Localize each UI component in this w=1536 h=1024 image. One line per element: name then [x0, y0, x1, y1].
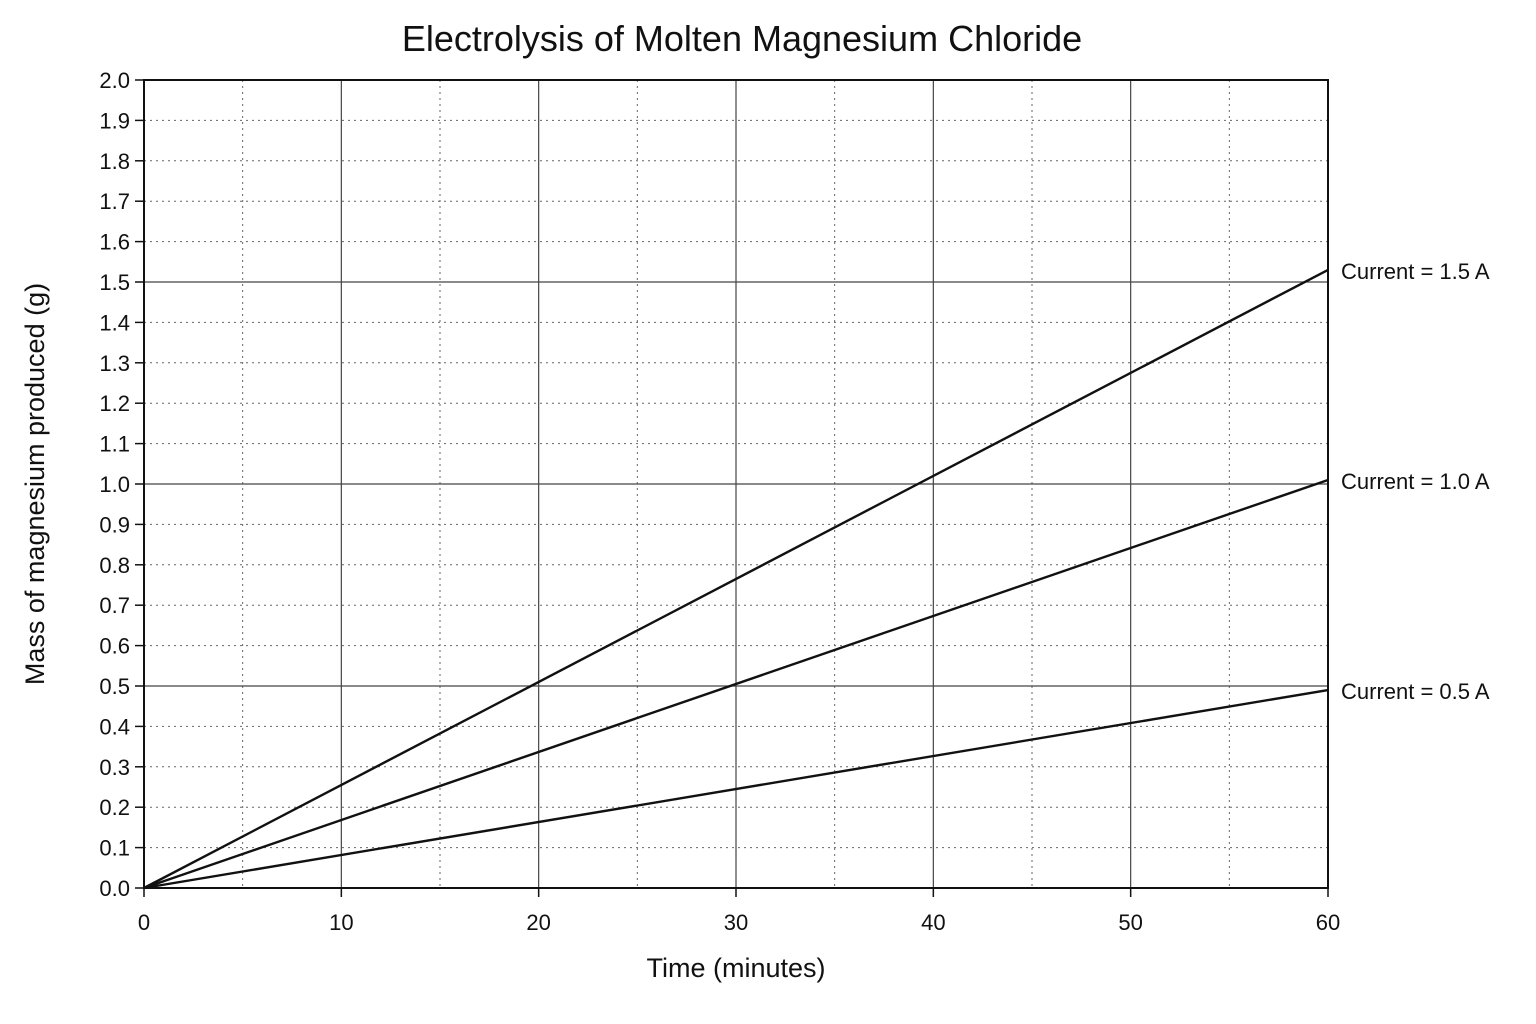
y-tick-label: 1.7 — [99, 189, 130, 214]
series-lines — [143, 268, 1329, 890]
x-axis-title: Time (minutes) — [646, 953, 825, 983]
x-tick-label: 40 — [921, 910, 945, 935]
series-label: Current = 1.5 A — [1341, 259, 1490, 284]
series-line — [143, 268, 1329, 890]
x-tick-label: 20 — [526, 910, 550, 935]
y-tick-label: 0.7 — [99, 593, 130, 618]
series-label: Current = 0.5 A — [1341, 679, 1490, 704]
y-tick-label: 0.6 — [99, 634, 130, 659]
y-tick-label: 1.5 — [99, 270, 130, 295]
y-tick-label: 1.6 — [99, 230, 130, 255]
x-tick-label: 30 — [724, 910, 748, 935]
y-tick-label: 0.1 — [99, 836, 130, 861]
y-tick-label: 1.1 — [99, 432, 130, 457]
y-axis-title: Mass of magnesium produced (g) — [20, 283, 50, 685]
x-tick-label: 0 — [138, 910, 150, 935]
y-tick-label: 0.3 — [99, 755, 130, 780]
chart-title: Electrolysis of Molten Magnesium Chlorid… — [402, 18, 1082, 59]
series-line — [143, 688, 1329, 890]
series-line — [143, 478, 1329, 890]
x-tick-label: 50 — [1118, 910, 1142, 935]
x-tick-label: 10 — [329, 910, 353, 935]
y-tick-label: 0.4 — [99, 714, 130, 739]
y-tick-label: 1.4 — [99, 310, 130, 335]
y-tick-label: 0.8 — [99, 553, 130, 578]
series-label: Current = 1.0 A — [1341, 469, 1490, 494]
y-tick-label: 1.8 — [99, 149, 130, 174]
x-tick-label: 60 — [1316, 910, 1340, 935]
series-labels: Current = 1.5 A Current = 1.0 A Current = … — [1341, 259, 1490, 704]
y-tick-label: 1.9 — [99, 108, 130, 133]
y-tick-label: 0.5 — [99, 674, 130, 699]
x-tick-labels: 0 10 20 30 40 50 60 — [138, 888, 1340, 935]
y-tick-label: 2.0 — [99, 68, 130, 93]
y-tick-label: 0.9 — [99, 512, 130, 537]
y-tick-label: 1.3 — [99, 351, 130, 376]
y-tick-label: 0.2 — [99, 795, 130, 820]
y-tick-labels: 0.0 0.1 0.2 0.3 0.4 0.5 0.6 0.7 0.8 0.9 1.0 1.1 1.2 1… — [99, 68, 144, 901]
y-tick-label: 1.2 — [99, 391, 130, 416]
y-tick-label: 1.0 — [99, 472, 130, 497]
y-tick-label: 0.0 — [99, 876, 130, 901]
major-gridlines — [144, 80, 1328, 888]
